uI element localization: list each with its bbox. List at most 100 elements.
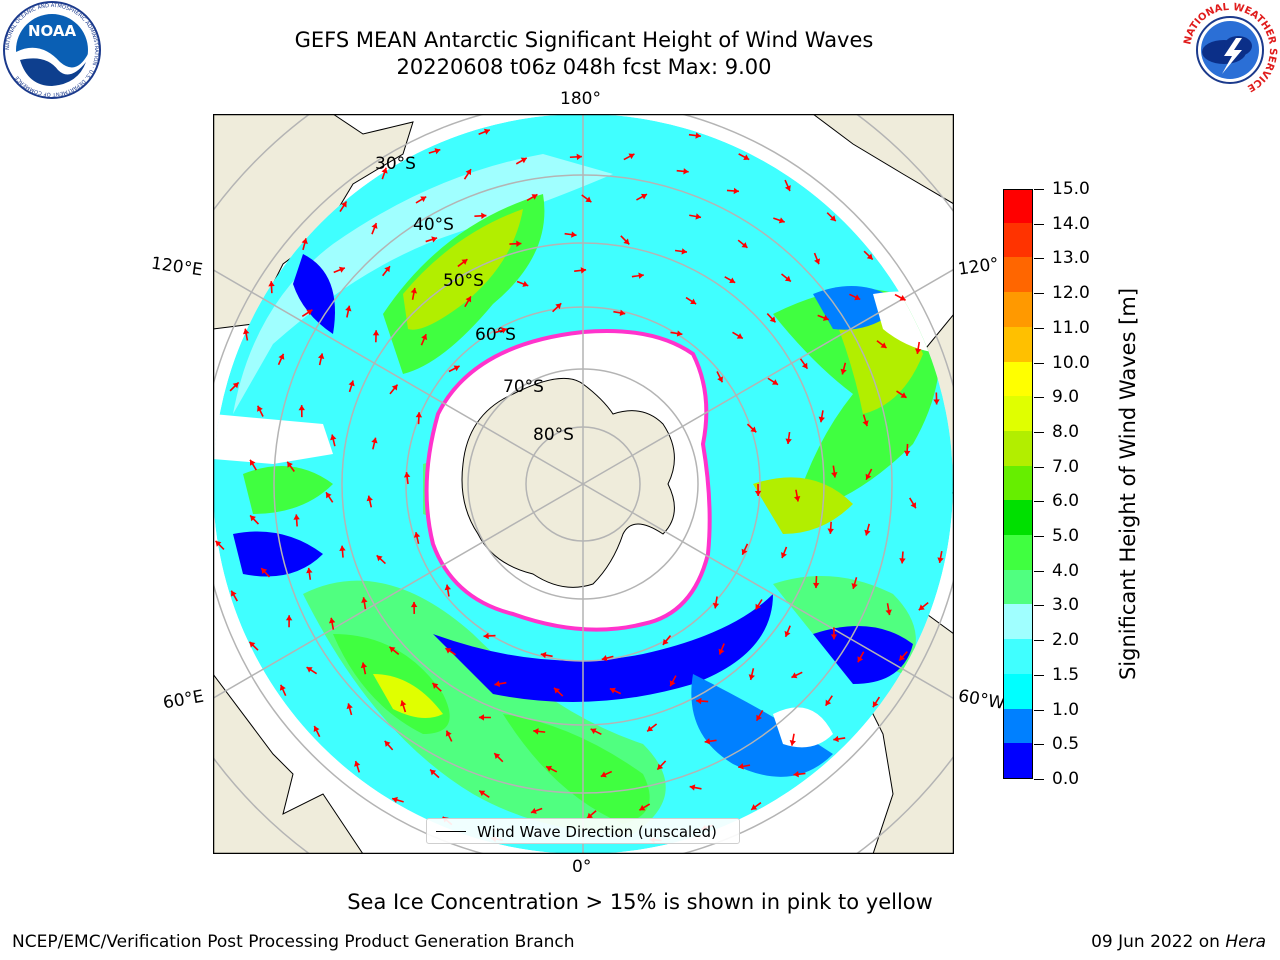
wave-arrow-head [478, 714, 485, 721]
wave-arrow-head [833, 735, 839, 743]
colorbar [1003, 189, 1033, 779]
colorbar-segment [1004, 291, 1032, 327]
colorbar-tick-mark [1034, 466, 1044, 468]
wave-arrow-head [494, 753, 501, 760]
wave-arrow-head [750, 426, 757, 433]
wave-arrow-head [864, 529, 871, 536]
wave-arrow-head [851, 583, 858, 589]
wave-arrow-head [865, 473, 872, 480]
colorbar-segment [1004, 361, 1032, 397]
wave-arrow-head [306, 309, 313, 316]
wave-arrow-head [389, 646, 396, 653]
colorbar-tick-label: 2.0 [1052, 630, 1080, 651]
nws-logo: NATIONAL WEATHER SERVICE [1182, 2, 1278, 97]
wave-arrow-head [899, 654, 906, 661]
colorbar-tick-mark [1034, 709, 1044, 711]
colorbar-tick-label: 1.0 [1052, 699, 1080, 720]
wave-arrow-head [733, 187, 739, 195]
wave-arrow-head [619, 309, 626, 317]
colorbar-segment [1004, 673, 1032, 709]
wave-arrow-head [434, 148, 441, 155]
wave-arrow-head [647, 725, 654, 732]
colorbar-tick-label: 0.0 [1052, 769, 1080, 789]
wave-arrow-head [479, 790, 486, 797]
wave-arrow-head [585, 196, 592, 203]
wave-arrow-head [301, 238, 308, 244]
wave-arrow-head [669, 680, 676, 687]
colorbar-segment [1004, 742, 1032, 778]
wave-arrow-head [638, 272, 644, 279]
wave-arrow-head [371, 223, 378, 229]
wave-arrow-head [756, 714, 762, 721]
wave-arrow-head [609, 687, 616, 694]
wave-arrow-head [257, 405, 263, 412]
colorbar-segment [1004, 603, 1032, 640]
colorbar-tick-mark [1034, 605, 1044, 607]
wave-arrow-head [899, 295, 906, 301]
wave-arrow-head [520, 157, 527, 164]
wave-arrow-head [384, 266, 390, 273]
wave-arrow-head [546, 765, 553, 772]
wave-arrow-head [231, 590, 237, 597]
wave-arrow-head [555, 303, 562, 310]
wave-arrow-head [657, 763, 664, 770]
wave-arrow-head [830, 634, 838, 640]
footer-date-text: 09 Jun 2022 on [1091, 932, 1226, 952]
wave-arrow-head [827, 528, 834, 534]
colorbar-tick-mark [1034, 397, 1044, 399]
colorbar-segment [1004, 569, 1032, 605]
wave-arrow-head [780, 552, 787, 559]
wave-arrow-head [695, 213, 702, 220]
wave-arrow-head [481, 212, 487, 220]
wave-arrow-head [814, 258, 821, 265]
colorbar-segment [1004, 534, 1032, 570]
colorbar-tick-label: 4.0 [1052, 560, 1080, 581]
wave-arrow-head [743, 154, 750, 160]
legend-line-icon [436, 831, 466, 832]
lat-label: 70°S [503, 377, 544, 397]
wave-arrow-head [784, 630, 791, 637]
wave-arrow-head [580, 267, 587, 274]
wave-arrow-head [381, 167, 388, 174]
wave-arrow-head [391, 384, 398, 391]
wave-arrow-head [360, 662, 368, 669]
colorbar-tick-mark [1034, 189, 1044, 190]
wave-arrow-head [736, 333, 743, 339]
colorbar-tick-label: 15.0 [1052, 179, 1090, 199]
sea-ice-note: Sea Ice Concentration > 15% is shown in … [347, 890, 933, 914]
wave-arrow-head [729, 277, 736, 284]
wave-arrow-head [900, 392, 907, 398]
wave-arrow-head [287, 461, 293, 468]
wave-arrow-head [268, 281, 275, 287]
noaa-logo-text: NOAA [28, 22, 77, 40]
colorbar-tick-label: 5.0 [1052, 526, 1080, 547]
wave-arrow-head [501, 327, 507, 334]
colorbar-tick-mark [1034, 293, 1044, 295]
wave-arrow-head [341, 201, 347, 208]
wave-arrow-head [242, 328, 250, 335]
wave-arrow-head [769, 316, 776, 323]
wave-arrow-head [822, 314, 829, 321]
wave-arrow-head [318, 353, 325, 360]
wave-arrow-head [718, 648, 725, 655]
wave-arrow-head [712, 602, 720, 609]
wave-arrow-head [421, 334, 428, 341]
wave-arrow-head [328, 617, 336, 624]
wave-arrow-head [516, 240, 522, 247]
colorbar-tick-mark [1034, 640, 1044, 642]
wave-arrow-head [590, 728, 597, 735]
wave-arrow-head [784, 275, 791, 282]
colorbar-segment [1004, 256, 1032, 293]
wave-arrow-head [825, 699, 832, 706]
wave-arrow-head [530, 807, 537, 814]
wave-arrow-head [522, 280, 529, 287]
wave-arrow-head [348, 380, 355, 387]
lon-label-top: 180° [560, 89, 601, 109]
wave-arrow-head [339, 545, 346, 551]
wave-arrow-head [371, 437, 378, 444]
colorbar-tick-label: 0.5 [1052, 734, 1080, 755]
wave-arrow-head [410, 601, 418, 608]
colorbar-tick-label: 14.0 [1052, 213, 1090, 234]
wave-arrow-head [755, 603, 762, 610]
wave-arrow-head [937, 557, 944, 563]
